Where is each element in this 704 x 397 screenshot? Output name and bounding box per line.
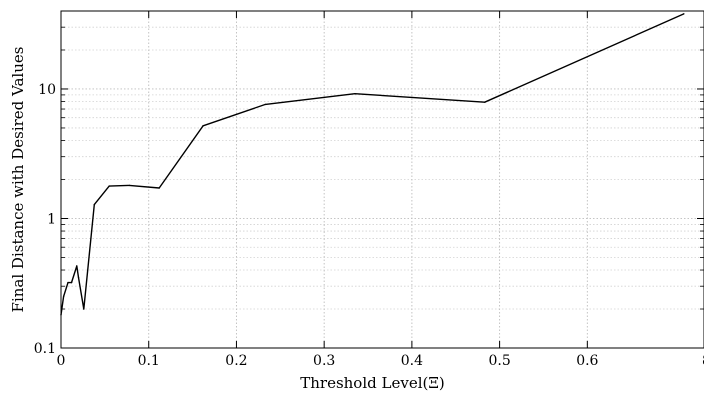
series-layer — [60, 13, 685, 316]
x-tick-label: 0.4 — [401, 353, 423, 369]
data-point — [202, 125, 204, 127]
x-tick-label: 0.6 — [576, 353, 598, 369]
data-point — [77, 276, 80, 279]
data-point — [683, 13, 685, 15]
data-point — [128, 184, 131, 187]
y-tick-label: 10 — [38, 82, 56, 98]
data-point — [264, 103, 267, 106]
y-tick-label: 1 — [47, 211, 56, 227]
x-axis-title: Threshold Level(Ξ) — [300, 374, 445, 392]
x-tick-label: 0.3 — [313, 353, 335, 369]
data-point — [67, 281, 69, 284]
data-point — [83, 308, 85, 310]
data-point — [483, 101, 486, 103]
x-tick-label: 0.1 — [138, 353, 160, 369]
data-point — [62, 295, 65, 298]
x-tick-label: 0 — [57, 353, 66, 369]
x-tick-label: 8 — [702, 353, 704, 369]
data-point — [76, 265, 78, 267]
data-point — [354, 92, 356, 95]
data-point — [158, 187, 160, 189]
data-point — [60, 314, 62, 316]
grid-layer — [61, 11, 704, 348]
data-point — [93, 203, 96, 206]
x-tick-label: 0.2 — [225, 353, 247, 369]
data-line — [60, 13, 685, 315]
y-tick-label: 0.1 — [34, 341, 56, 357]
x-tick-label: 0.5 — [488, 353, 510, 369]
data-point — [108, 185, 110, 187]
data-point — [70, 281, 73, 284]
y-axis-title: Final Distance with Desired Values — [9, 47, 27, 313]
